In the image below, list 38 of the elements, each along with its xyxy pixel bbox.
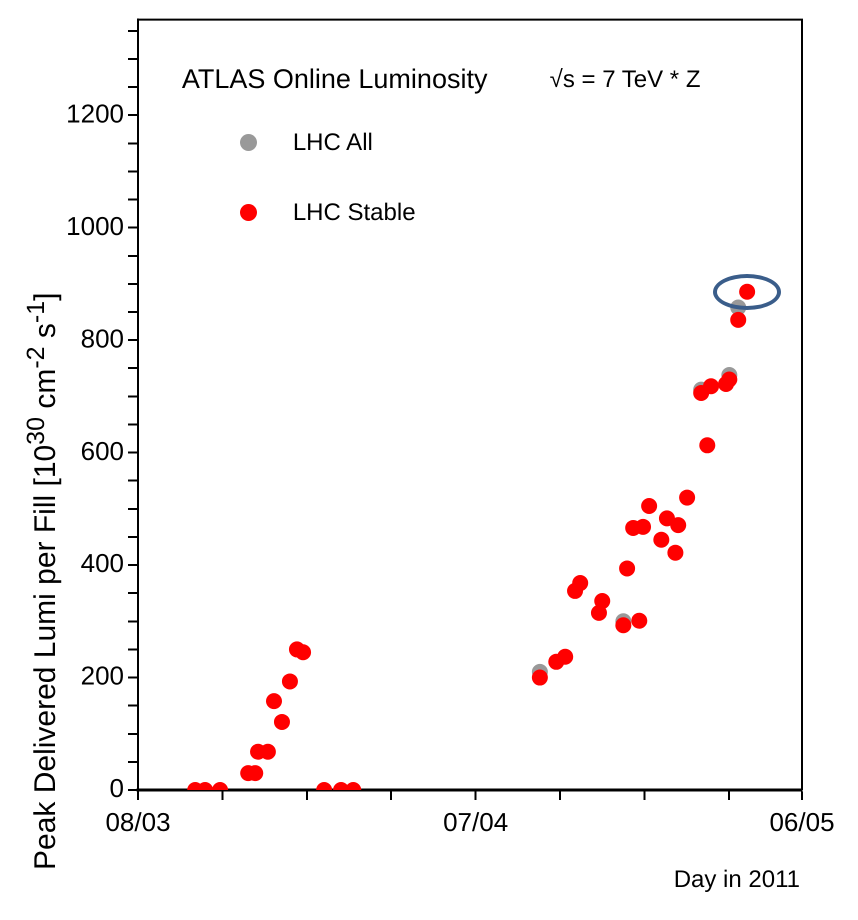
point: [295, 644, 312, 660]
point: [619, 560, 636, 576]
x-tick-label: 08/03: [105, 806, 171, 837]
y-tick-label: 200: [80, 660, 124, 691]
point: [703, 378, 720, 394]
point: [615, 617, 632, 634]
text: ATLAS Online Luminosity: [182, 64, 488, 94]
y-tick-label: 800: [80, 323, 124, 354]
point: [594, 593, 610, 610]
point: [730, 312, 746, 328]
y-tick-label: 1000: [66, 210, 124, 241]
point: [572, 575, 588, 592]
point: [557, 648, 574, 665]
legend-label: LHC All: [292, 128, 373, 157]
point: [532, 670, 548, 686]
y-tick-label: 1200: [66, 98, 124, 128]
point: [266, 693, 282, 710]
point: [282, 673, 298, 690]
x-tick-label: 06/05: [769, 806, 835, 837]
point: [658, 510, 675, 526]
point: [699, 437, 716, 454]
x-tick-label: 07/04: [443, 806, 508, 837]
x-axis-title: Day in 2011: [674, 866, 800, 894]
point: [635, 518, 652, 535]
point: [739, 284, 756, 300]
point: [679, 490, 696, 506]
y-tick-label: 600: [80, 436, 124, 466]
point: [653, 532, 670, 548]
point: [721, 371, 738, 388]
y-tick-label: 0: [110, 773, 124, 804]
text: √s = 7 TeV * Z: [550, 66, 700, 94]
point: [274, 714, 290, 730]
legend-label: LHC Stable: [292, 198, 416, 227]
point: [670, 517, 686, 534]
point: [641, 498, 658, 514]
point: [667, 544, 684, 561]
y-tick-label: 400: [80, 548, 124, 578]
point: [631, 612, 648, 629]
